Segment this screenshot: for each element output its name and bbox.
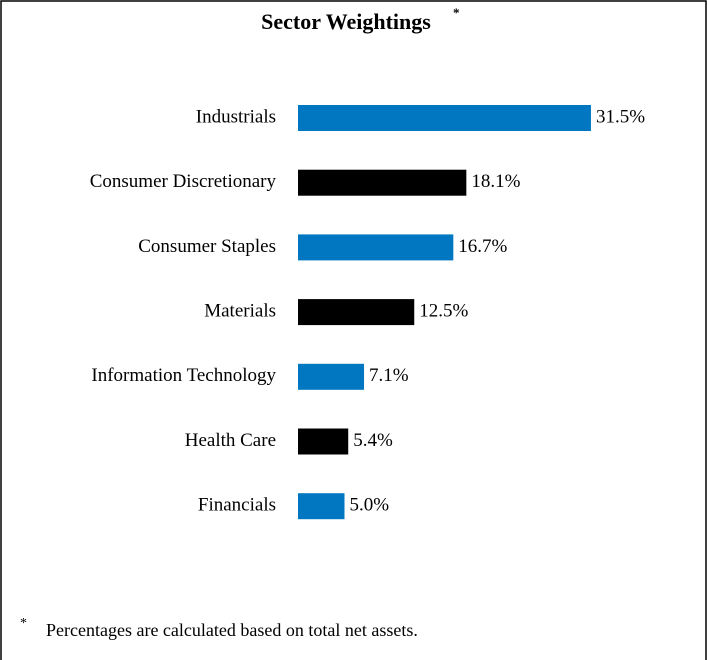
- category-label: Consumer Staples: [138, 236, 276, 257]
- bar: [298, 428, 349, 455]
- category-label: Health Care: [185, 430, 276, 451]
- value-label: 5.0%: [350, 495, 390, 516]
- value-label: 31.5%: [596, 106, 645, 127]
- bar: [298, 493, 345, 520]
- category-label: Information Technology: [91, 365, 276, 386]
- footnote: Percentages are calculated based on tota…: [46, 620, 418, 640]
- bar: [298, 234, 454, 261]
- bar: [298, 299, 415, 326]
- footnote-marker: *: [20, 616, 27, 631]
- category-label: Industrials: [196, 106, 276, 127]
- value-label: 12.5%: [419, 300, 468, 321]
- bar: [298, 169, 467, 196]
- value-label: 5.4%: [353, 430, 393, 451]
- value-label: 16.7%: [458, 236, 507, 257]
- chart-title: Sector Weightings: [261, 9, 431, 34]
- bar: [298, 105, 591, 131]
- category-label: Consumer Discretionary: [90, 171, 277, 192]
- bar: [298, 363, 365, 390]
- title-marker: *: [453, 5, 460, 20]
- category-label: Financials: [198, 495, 276, 516]
- value-label: 7.1%: [369, 365, 409, 386]
- value-label: 18.1%: [471, 171, 520, 192]
- category-label: Materials: [204, 300, 276, 321]
